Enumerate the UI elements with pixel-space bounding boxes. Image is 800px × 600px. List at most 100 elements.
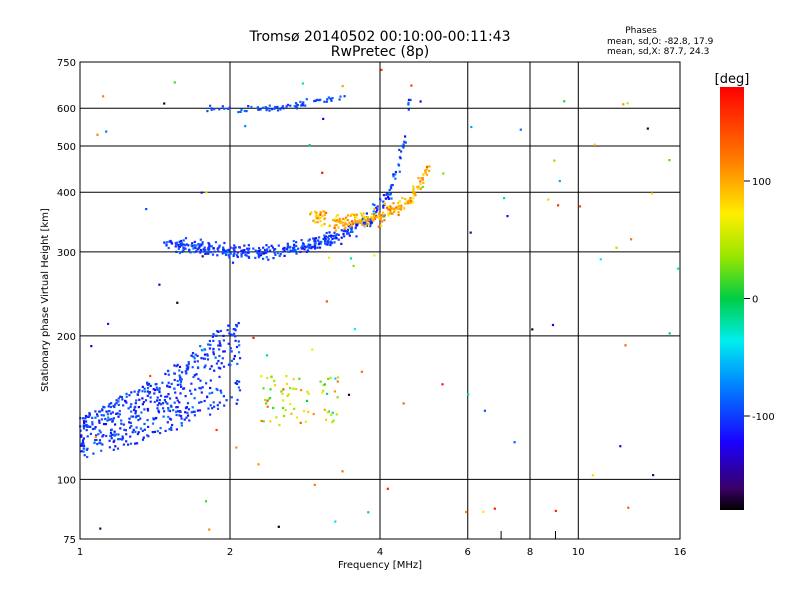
echo-point-739 <box>137 390 140 393</box>
echo-point-562 <box>409 197 412 200</box>
echo-point-1170 <box>268 109 271 112</box>
echo-point-104 <box>342 230 345 233</box>
echo-point-847 <box>179 383 182 386</box>
echo-point-903 <box>121 435 124 438</box>
echo-point-1159 <box>204 364 207 367</box>
echo-point-336 <box>208 250 211 253</box>
echo-point-654 <box>128 417 131 420</box>
echo-point-280 <box>295 244 298 248</box>
echo-point-524 <box>378 215 381 218</box>
echo-point-159 <box>327 240 330 243</box>
echo-point-783 <box>156 396 159 399</box>
echo-point-257 <box>177 247 180 250</box>
echo-point-1040 <box>148 382 151 386</box>
echo-point-1242 <box>306 390 309 393</box>
echo-point-1293 <box>283 414 286 418</box>
echo-point-684 <box>127 443 130 446</box>
echo-point-1386 <box>349 257 353 260</box>
echo-point-1105 <box>135 426 138 429</box>
echo-point-374 <box>182 243 185 246</box>
echo-point-761 <box>197 377 200 380</box>
echo-point-1157 <box>167 407 170 410</box>
echo-point-1335 <box>469 231 472 234</box>
echo-point-1309 <box>200 191 203 194</box>
echo-point-355 <box>180 239 183 243</box>
echo-point-1245 <box>262 420 265 423</box>
echo-point-256 <box>346 230 349 233</box>
echo-point-1177 <box>305 98 308 101</box>
echo-point-1148 <box>228 324 231 327</box>
echo-point-938 <box>185 367 188 370</box>
echo-point-722 <box>158 389 161 392</box>
echo-point-869 <box>88 413 91 416</box>
echo-point-940 <box>178 369 181 372</box>
echo-point-169 <box>180 242 184 245</box>
echo-point-291 <box>307 243 310 246</box>
echo-point-1198 <box>237 111 240 114</box>
echo-point-1303 <box>554 509 557 512</box>
echo-point-913 <box>102 423 106 426</box>
echo-point-945 <box>222 339 225 342</box>
echo-point-323 <box>208 247 211 250</box>
echo-point-923 <box>115 402 118 405</box>
echo-point-235 <box>232 254 235 258</box>
echo-point-1220 <box>329 97 332 100</box>
echo-point-85 <box>324 235 327 238</box>
echo-point-1277 <box>324 418 328 421</box>
echo-point-999 <box>211 391 214 394</box>
echo-point-501 <box>317 216 320 219</box>
echo-point-772 <box>136 393 139 396</box>
echo-point-147 <box>211 253 215 256</box>
echo-point-369 <box>257 250 260 253</box>
echo-point-72 <box>399 157 402 160</box>
echo-point-314 <box>236 251 239 254</box>
echo-point-695 <box>176 410 180 413</box>
echo-point-1078 <box>128 394 131 397</box>
echo-point-1264 <box>337 376 340 379</box>
echo-point-660 <box>179 415 183 418</box>
echo-point-1361 <box>547 198 550 201</box>
echo-point-1284 <box>289 387 292 390</box>
echo-point-1270 <box>331 411 334 414</box>
echo-point-41 <box>369 219 372 222</box>
echo-point-307 <box>323 234 326 237</box>
echo-point-1377 <box>328 256 331 259</box>
echo-point-390 <box>168 240 171 243</box>
echo-point-56 <box>243 249 246 252</box>
echo-point-958 <box>166 385 169 388</box>
echo-point-1385 <box>483 409 486 412</box>
echo-point-1201 <box>331 97 334 100</box>
chart-title: Tromsø 20140502 00:10:00-00:11:43 <box>249 29 511 45</box>
echo-point-491 <box>388 212 392 215</box>
echo-point-1166 <box>285 105 288 108</box>
echo-point-1113 <box>82 437 85 440</box>
echo-point-285 <box>390 187 393 190</box>
echo-point-835 <box>139 427 142 430</box>
echo-point-1126 <box>133 406 136 409</box>
echo-point-762 <box>187 365 190 368</box>
echo-point-667 <box>146 419 149 422</box>
echo-point-272 <box>387 195 390 199</box>
echo-point-1215 <box>265 109 268 112</box>
echo-point-417 <box>216 247 219 250</box>
echo-point-874 <box>117 415 120 418</box>
echo-point-586 <box>343 224 346 227</box>
echo-point-757 <box>206 354 209 357</box>
echo-point-611 <box>359 218 362 222</box>
echo-point-158 <box>208 243 211 246</box>
echo-point-1122 <box>179 378 182 381</box>
echo-point-288 <box>331 237 334 240</box>
echo-point-172 <box>232 253 235 256</box>
echo-point-911 <box>140 411 143 414</box>
echo-point-135 <box>203 246 206 249</box>
echo-point-1004 <box>125 433 128 436</box>
echo-point-721 <box>200 357 203 360</box>
echo-point-931 <box>187 408 191 411</box>
echo-point-802 <box>88 412 91 415</box>
x-tick-label-4: 8 <box>527 547 533 558</box>
echo-point-22 <box>308 238 311 241</box>
echo-point-1310 <box>205 191 208 194</box>
echo-point-794 <box>206 358 210 361</box>
echo-point-488 <box>412 187 415 190</box>
echo-point-845 <box>105 434 108 438</box>
